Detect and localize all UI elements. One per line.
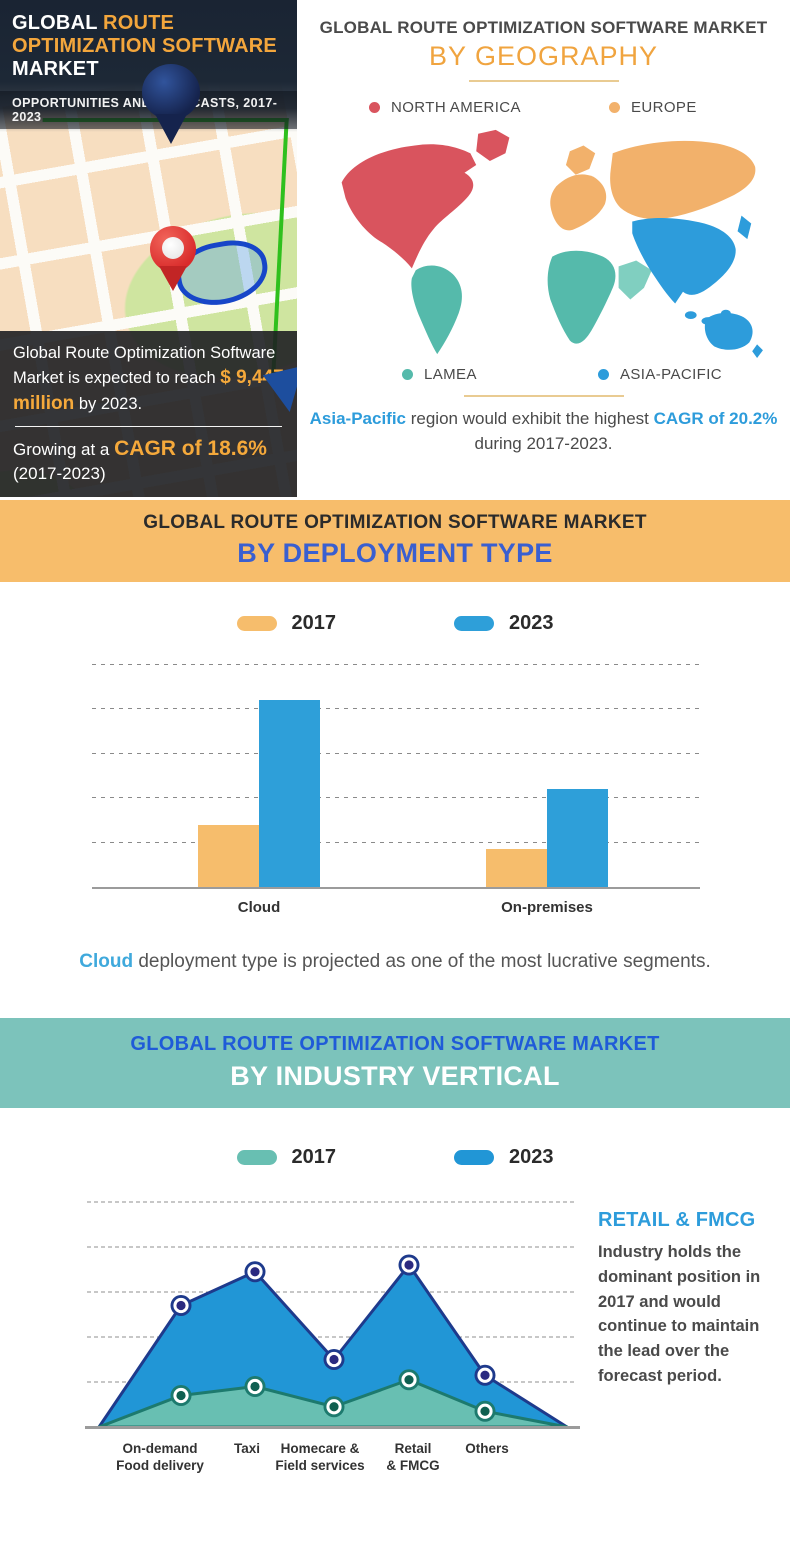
industry-banner-line1: GLOBAL ROUTE OPTIMIZATION SOFTWARE MARKE… [130, 1033, 660, 1055]
x-axis-label: On-demand Food delivery [116, 1441, 204, 1473]
bar-group-On-premises [486, 789, 608, 887]
legend-2017-swatch [236, 1150, 277, 1165]
title-underline [468, 80, 619, 82]
legend-label: 2017 [291, 612, 337, 634]
deployment-banner: GLOBAL ROUTE OPTIMIZATION SOFTWARE MARKE… [0, 500, 790, 582]
legend-2017: 2017 [236, 612, 337, 635]
geography-legend-bottom: LAMEA ASIA-PACIFIC [297, 366, 790, 383]
industry-chart-section: On-demand Food delivery Taxi Homecare & Fi… [0, 1189, 790, 1489]
gridline [92, 663, 700, 665]
sidenote-body: Industry holds the dominant position in … [598, 1243, 761, 1385]
legend-item-north-america: NORTH AMERICA [369, 99, 609, 116]
market-size-stat: Global Route Optimization Software Marke… [13, 344, 284, 414]
legend-2017-swatch [236, 616, 277, 631]
deployment-banner-line2: BY DEPLOYMENT TYPE [237, 538, 553, 568]
geography-subtitle: BY GEOGRAPHY [428, 41, 659, 71]
x-axis-label: Others [465, 1441, 509, 1456]
deployment-banner-line1: GLOBAL ROUTE OPTIMIZATION SOFTWARE MARKE… [143, 512, 647, 533]
x-axis-line [92, 887, 700, 889]
geography-note: Asia-Pacific region would exhibit the hi… [309, 409, 778, 453]
note-divider [463, 395, 624, 397]
region-north-america [341, 144, 476, 269]
legend-item-lamea: LAMEA [402, 366, 598, 383]
stat-divider [15, 426, 282, 428]
region-africa [547, 250, 615, 344]
deployment-chart-area: Cloud On-premises [92, 657, 700, 929]
bar-2023-On-premises [547, 789, 608, 887]
legend-2017: 2017 [236, 1146, 337, 1169]
industry-banner-line2: BY INDUSTRY VERTICAL [230, 1061, 560, 1091]
asia-pacific-dot-icon [598, 369, 609, 380]
deployment-note: Cloud deployment type is projected as on… [79, 951, 711, 972]
gridline [92, 797, 700, 798]
region-scandinavia [565, 145, 595, 175]
location-pin-icon [150, 226, 196, 296]
industry-sidenote: RETAIL & FMCG Industry holds the dominan… [598, 1209, 788, 1489]
legend-label: 2017 [291, 1146, 337, 1168]
geography-legend-top: NORTH AMERICA EUROPE [297, 99, 790, 116]
lamea-dot-icon [402, 369, 413, 380]
title-word-market: MARKET [12, 58, 99, 81]
gridline [92, 708, 700, 709]
cagr-stat: Growing at a CAGR of 18.6% (2017-2023) [13, 437, 267, 483]
industry-chart-svg [85, 1201, 580, 1429]
legend-item-asia-pacific: ASIA-PACIFIC [598, 366, 722, 383]
north-america-dot-icon [369, 102, 380, 113]
region-japan [737, 215, 751, 240]
industry-chart-area: On-demand Food delivery Taxi Homecare & Fi… [85, 1189, 580, 1489]
industry-banner: GLOBAL ROUTE OPTIMIZATION SOFTWARE MARKE… [0, 1018, 790, 1108]
x-axis-label: Homecare & Field services [275, 1441, 365, 1473]
sidenote-heading: RETAIL & FMCG [598, 1209, 756, 1231]
world-map [341, 129, 763, 359]
cagr-highlight: CAGR of 18.6% [114, 437, 267, 461]
gridline [92, 752, 700, 754]
region-russia [609, 140, 755, 220]
x-axis-label: Taxi [233, 1441, 260, 1456]
map-pin-navy-icon [142, 64, 200, 148]
deployment-chart: Cloud On-premises [92, 657, 700, 916]
legend-item-europe: EUROPE [609, 99, 697, 116]
x-axis-label: On-premises [501, 899, 593, 916]
region-greenland [475, 129, 509, 162]
europe-dot-icon [609, 102, 620, 113]
geography-section: GLOBAL ROUTE OPTIMIZATION SOFTWARE MARKE… [297, 0, 790, 497]
hero-stats-overlay: Global Route Optimization Software Marke… [0, 331, 297, 497]
x-axis-label: Retail & FMCG [386, 1441, 440, 1473]
bar-2017-On-premises [486, 849, 547, 887]
legend-label: 2023 [509, 1146, 554, 1168]
legend-label: 2023 [509, 612, 554, 634]
legend-2023-swatch [454, 1150, 494, 1165]
title-word-route: ROUTE [103, 12, 175, 34]
market-size-highlight: $ 9,447 million [13, 366, 284, 414]
title-word-global: GLOBAL [12, 12, 98, 34]
industry-x-labels: On-demand Food delivery Taxi Homecare & Fi… [85, 1441, 580, 1489]
legend-2023: 2023 [454, 612, 554, 635]
x-axis-label: Cloud [237, 899, 281, 916]
legend-label: LAMEA [424, 366, 477, 383]
bar-2023-Cloud [259, 700, 320, 887]
region-south-america [410, 265, 462, 355]
title-words-optimization-software: OPTIMIZATION SOFTWARE [12, 35, 277, 58]
bar-2017-Cloud [198, 824, 259, 887]
deployment-legend: 2017 2023 [0, 612, 790, 635]
region-middle-east [618, 260, 652, 300]
legend-2023: 2023 [454, 1146, 554, 1169]
region-australia [704, 312, 753, 350]
region-europe [549, 174, 606, 231]
legend-2023-swatch [454, 616, 494, 631]
hero-section: GLOBAL ROUTE OPTIMIZATION SOFTWARE MARKE… [0, 0, 790, 497]
legend-label: ASIA-PACIFIC [620, 366, 723, 383]
report-title: GLOBAL ROUTE OPTIMIZATION SOFTWARE MARKE… [12, 12, 285, 82]
gridline [92, 841, 700, 843]
region-se-asia-1 [684, 311, 697, 320]
region-new-zealand [751, 344, 763, 359]
legend-label: NORTH AMERICA [391, 99, 521, 116]
hero-cover-panel: GLOBAL ROUTE OPTIMIZATION SOFTWARE MARKE… [0, 0, 297, 497]
industry-legend: 2017 2023 [0, 1146, 790, 1169]
geography-title: GLOBAL ROUTE OPTIMIZATION SOFTWARE MARKE… [319, 18, 768, 37]
legend-label: EUROPE [631, 99, 697, 116]
bar-group-Cloud [198, 700, 320, 887]
region-asia [631, 217, 736, 304]
